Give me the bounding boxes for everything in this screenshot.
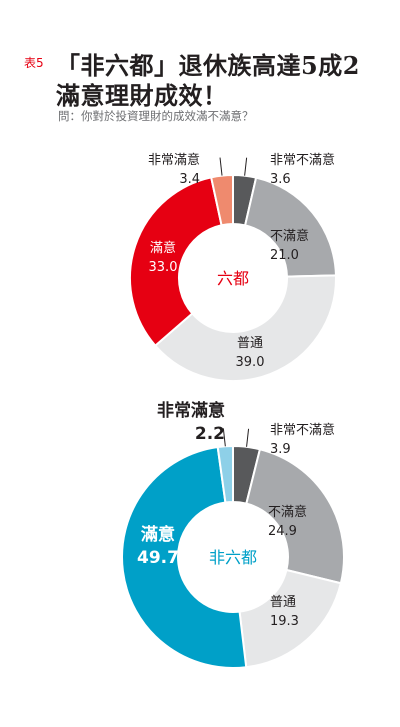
slice-滿意 [129, 176, 223, 348]
donut-chart-non-six-cities: 非六都 非常不滿意 3.9 不滿意 24.9 普通 19.3 滿意 49.7 非常滿意 2.2 [121, 400, 345, 669]
slice-滿意 [121, 445, 248, 669]
slice-普通 [153, 274, 337, 382]
slice-不滿意 [245, 448, 345, 585]
leader-line [222, 428, 226, 447]
value-label: 19.3 [270, 614, 299, 629]
value-label: 21.0 [270, 248, 299, 263]
survey-question: 問：你對於投資理財的成效滿不滿意？ [58, 109, 254, 123]
leader-line [246, 428, 250, 447]
donut-chart-six-cities: 六都 非常不滿意 3.6 不滿意 21.0 普通 39.0 滿意 33.0 非常滿意 3.4 [129, 152, 337, 382]
slice-不滿意 [243, 176, 337, 278]
category-label: 普通 [270, 595, 296, 610]
category-label: 非常不滿意 [270, 422, 335, 438]
category-label: 非常滿意 [148, 152, 200, 168]
center-label: 非六都 [209, 548, 257, 567]
category-label: 滿意 [150, 240, 176, 256]
category-label: 非常滿意 [157, 400, 225, 421]
leader-line [219, 157, 223, 176]
value-label: 3.4 [179, 172, 200, 187]
category-label: 不滿意 [270, 228, 309, 244]
category-label: 滿意 [141, 524, 175, 545]
category-label: 普通 [237, 336, 263, 351]
value-label: 3.9 [270, 442, 291, 457]
slice-非常滿意 [216, 444, 234, 504]
value-label: 39.0 [236, 355, 265, 370]
value-label: 2.2 [195, 424, 225, 444]
value-label: 3.6 [270, 172, 291, 187]
leader-line [244, 157, 248, 176]
table-tag: 表5 [24, 56, 44, 70]
value-label: 49.7 [137, 548, 179, 568]
title-line-2: 滿意理財成效！ [56, 81, 228, 110]
slice-非常滿意 [209, 173, 234, 227]
value-label: 33.0 [149, 260, 178, 275]
category-label: 不滿意 [268, 504, 307, 520]
center-label: 六都 [217, 269, 249, 288]
slice-普通 [238, 568, 343, 669]
value-label: 24.9 [268, 524, 297, 539]
title-line-1: 「非六都」退休族高達5成2 [56, 51, 360, 80]
category-label: 非常不滿意 [270, 152, 335, 168]
